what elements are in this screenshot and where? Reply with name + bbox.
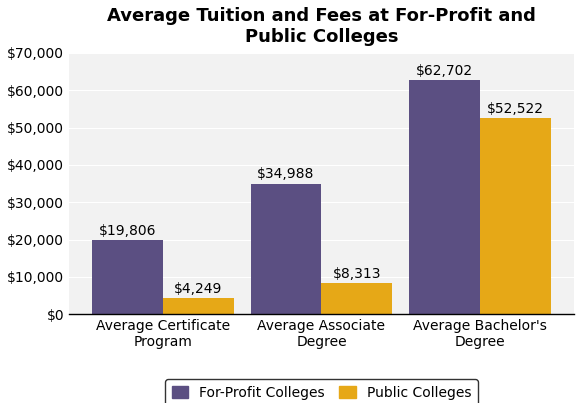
- Text: $4,249: $4,249: [174, 282, 223, 296]
- Bar: [250, 184, 321, 314]
- Bar: [163, 299, 234, 314]
- Bar: [409, 80, 480, 314]
- Text: $19,806: $19,806: [99, 224, 156, 238]
- Text: $62,702: $62,702: [416, 64, 474, 77]
- Legend: For-Profit Colleges, Public Colleges: For-Profit Colleges, Public Colleges: [165, 379, 478, 403]
- Text: $8,313: $8,313: [333, 267, 381, 280]
- Bar: [321, 283, 392, 314]
- Text: $52,522: $52,522: [487, 102, 544, 116]
- Title: Average Tuition and Fees at For-Profit and
Public Colleges: Average Tuition and Fees at For-Profit a…: [107, 7, 536, 46]
- Text: $34,988: $34,988: [257, 167, 315, 181]
- Bar: [480, 118, 551, 314]
- Bar: [92, 240, 163, 314]
